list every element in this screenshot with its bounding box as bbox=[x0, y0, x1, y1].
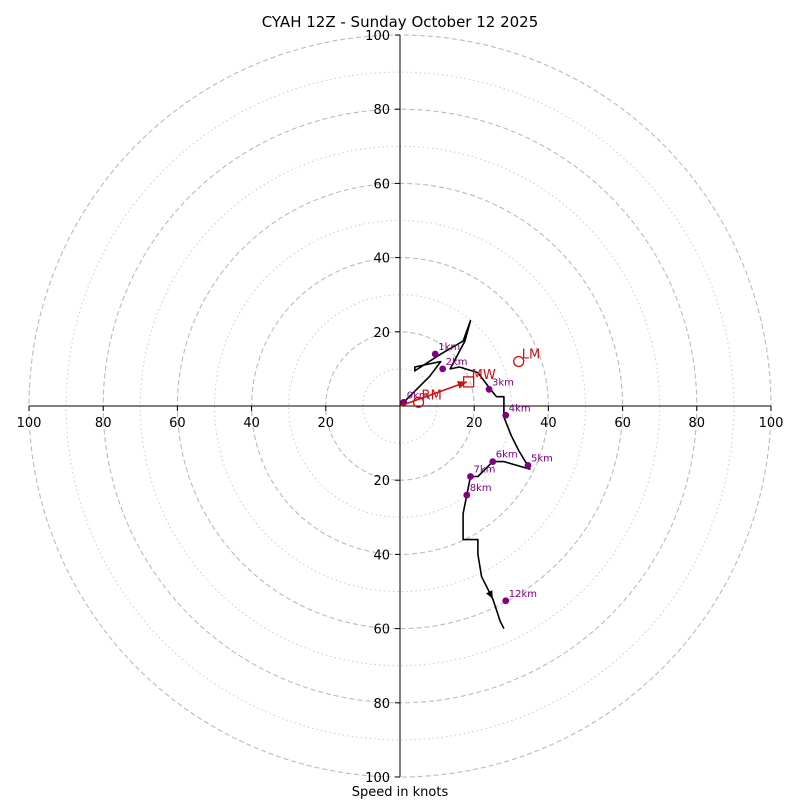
x-tick-label: 40 bbox=[243, 416, 260, 431]
y-tick-label: 80 bbox=[373, 697, 390, 712]
wind-trace-line bbox=[399, 319, 531, 629]
height-label-2km: 2km bbox=[446, 357, 468, 368]
x-tick-label: 100 bbox=[759, 416, 784, 431]
height-marker-6km bbox=[489, 458, 497, 466]
height-label-6km: 6km bbox=[496, 450, 518, 461]
x-tick-label: 40 bbox=[540, 416, 557, 431]
y-tick-label: 40 bbox=[373, 548, 390, 563]
height-marker-1km bbox=[431, 350, 439, 358]
x-tick-label: 80 bbox=[689, 416, 706, 431]
storm-label-RM: RM bbox=[422, 388, 442, 403]
trace-direction-arrow bbox=[486, 590, 493, 599]
x-tick-label: 60 bbox=[169, 416, 186, 431]
storm-marker-RM bbox=[412, 396, 425, 408]
height-marker-5km bbox=[524, 461, 532, 469]
y-tick-label: 20 bbox=[373, 474, 390, 489]
height-marker-8km bbox=[463, 491, 471, 499]
height-marker-4km bbox=[502, 411, 510, 419]
height-label-5km: 5km bbox=[531, 453, 553, 464]
x-tick-label: 20 bbox=[466, 416, 483, 431]
y-tick-label: 100 bbox=[365, 771, 390, 786]
height-label-8km: 8km bbox=[470, 483, 492, 494]
y-tick-label: 20 bbox=[373, 326, 390, 341]
storm-marker-MW bbox=[462, 376, 475, 388]
height-label-7km: 7km bbox=[473, 464, 495, 475]
y-tick-label: 100 bbox=[365, 29, 390, 44]
height-label-0km: 0km bbox=[407, 390, 429, 401]
height-marker-2km bbox=[439, 365, 447, 373]
storm-label-LM: LM bbox=[522, 347, 540, 362]
chart-title: CYAH 12Z - Sunday October 12 2025 bbox=[262, 13, 539, 31]
storm-marker-LM bbox=[513, 355, 525, 368]
x-tick-label: 60 bbox=[614, 416, 631, 431]
height-label-1km: 1km bbox=[438, 342, 460, 353]
y-tick-label: 80 bbox=[373, 103, 390, 118]
x-axis-label: Speed in knots bbox=[352, 785, 449, 800]
height-label-4km: 4km bbox=[509, 403, 531, 414]
y-tick-label: 60 bbox=[373, 177, 390, 192]
height-label-12km: 12km bbox=[509, 589, 537, 600]
x-tick-label: 80 bbox=[95, 416, 112, 431]
y-tick-label: 40 bbox=[373, 252, 390, 267]
shear-vector-arrowhead bbox=[456, 381, 467, 389]
axis-ticks: 100 100 80 80 60 60 40 40 20 20 20 20 40 40 60 60 80 80 10… bbox=[17, 29, 784, 786]
height-marker-7km bbox=[467, 473, 474, 480]
x-tick-label: 20 bbox=[318, 416, 335, 431]
shear-vector-line bbox=[399, 381, 468, 407]
storm-label-MW: MW bbox=[472, 368, 496, 383]
y-tick-label: 60 bbox=[373, 623, 390, 638]
height-label-3km: 3km bbox=[492, 377, 514, 388]
height-marker-12km bbox=[502, 597, 510, 605]
storm-motion-markers: LM RM MW bbox=[399, 347, 540, 408]
x-tick-label: 100 bbox=[17, 416, 42, 431]
height-marker-3km bbox=[485, 385, 493, 393]
